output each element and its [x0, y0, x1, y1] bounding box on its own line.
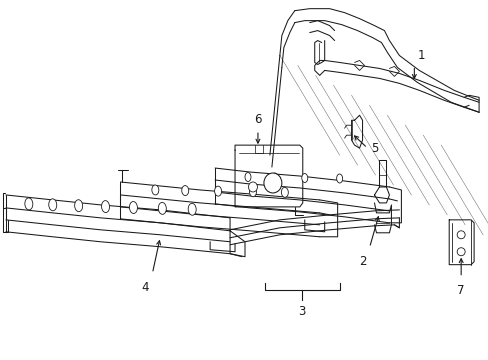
Ellipse shape — [158, 202, 166, 214]
Ellipse shape — [248, 182, 257, 192]
Text: 4: 4 — [142, 280, 149, 294]
Ellipse shape — [456, 231, 464, 239]
Text: 1: 1 — [416, 49, 424, 62]
Ellipse shape — [264, 173, 281, 193]
Ellipse shape — [214, 186, 221, 196]
Ellipse shape — [244, 172, 250, 181]
Ellipse shape — [182, 185, 188, 195]
Text: 6: 6 — [254, 113, 261, 126]
Ellipse shape — [75, 200, 82, 212]
Ellipse shape — [49, 199, 57, 211]
Text: 7: 7 — [456, 284, 464, 297]
Ellipse shape — [129, 202, 137, 213]
Text: 3: 3 — [298, 305, 305, 318]
Ellipse shape — [102, 201, 109, 212]
Ellipse shape — [271, 173, 277, 182]
Ellipse shape — [456, 248, 464, 256]
Ellipse shape — [281, 187, 288, 197]
Ellipse shape — [301, 174, 307, 183]
Text: 5: 5 — [371, 141, 378, 155]
Ellipse shape — [152, 185, 159, 195]
Ellipse shape — [249, 187, 256, 197]
Ellipse shape — [336, 174, 342, 183]
Text: 2: 2 — [358, 255, 366, 268]
Ellipse shape — [25, 198, 33, 210]
Ellipse shape — [188, 203, 196, 215]
